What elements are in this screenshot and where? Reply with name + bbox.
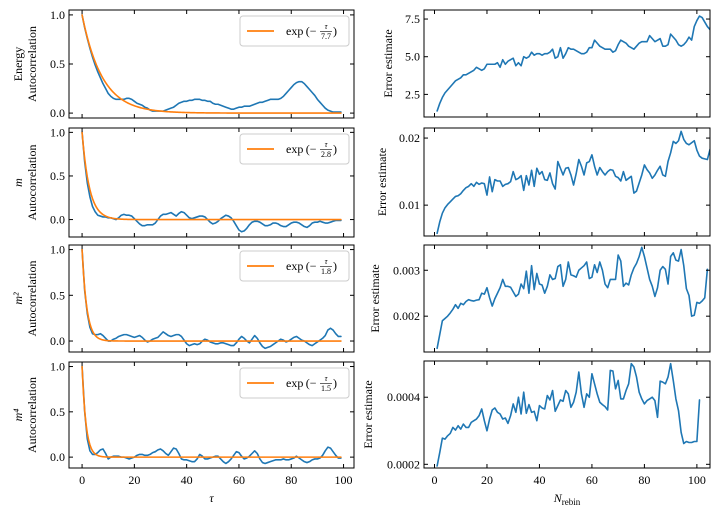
x-axis-label-subscript: rebin xyxy=(562,497,581,507)
y-tick-label: 0.5 xyxy=(50,57,65,71)
y-axis-label: Autocorrelation xyxy=(25,261,39,337)
legend-label: exp (− xyxy=(286,142,317,156)
data-line xyxy=(81,248,342,350)
y-tick-label: 0.0002 xyxy=(387,457,420,471)
legend-close-paren: ) xyxy=(333,142,337,156)
panel-m-error: 0.01 0.02 Error estimate xyxy=(375,127,711,237)
fit-line xyxy=(81,131,342,221)
y-tick-label: 0.002 xyxy=(393,309,420,323)
legend-frac-num: τ xyxy=(325,22,329,31)
y-tick-label: 7.5 xyxy=(405,12,420,26)
axes-frame xyxy=(423,244,711,353)
y-axis-label-top: m² xyxy=(11,292,25,305)
legend-label: exp (− xyxy=(286,376,317,390)
legend-frac-den: 1.8 xyxy=(321,267,331,276)
legend-close-paren: ) xyxy=(333,24,337,38)
y-tick-label: 2.5 xyxy=(405,87,420,101)
y-tick-label: 0.5 xyxy=(50,405,65,419)
x-tick-label: 60 xyxy=(233,473,245,487)
y-axis-label: Autocorrelation xyxy=(25,26,39,102)
legend: exp (− τ1.5) xyxy=(239,367,350,399)
legend-close-paren: ) xyxy=(333,376,337,390)
x-tick-label: 0 xyxy=(79,473,85,487)
panel-energy-autocorr: 0.0 0.5 1.0 Energy Autocorrelation exp (− τ7.7… xyxy=(11,8,355,120)
axes-frame xyxy=(68,361,355,469)
x-tick-label: 80 xyxy=(285,473,297,487)
y-axis-label-top: m xyxy=(11,178,25,187)
y-axis-label: Error estimate xyxy=(361,380,375,448)
y-tick-label: 0.0 xyxy=(50,450,65,464)
y-axis-label: Autocorrelation xyxy=(25,377,39,453)
legend-box xyxy=(239,15,350,47)
axes-frame xyxy=(423,127,711,237)
x-tick-label: 80 xyxy=(638,473,650,487)
y-tick-label: 0.003 xyxy=(393,263,420,277)
x-tick-label: 0 xyxy=(431,473,437,487)
axes-frame xyxy=(68,244,355,353)
y-tick-label: 0.5 xyxy=(50,169,65,183)
legend-frac-den: 2.8 xyxy=(321,150,331,159)
panel-m-autocorr: 0.0 0.5 1.0 m Autocorrelation exp (− τ2.8) xyxy=(11,125,355,238)
legend-frac-den: 1.5 xyxy=(321,384,331,393)
axes-frame xyxy=(423,9,711,118)
x-axis-label: τ xyxy=(209,491,214,505)
y-axis-label-top: Energy xyxy=(11,47,25,81)
x-tick-label: 100 xyxy=(688,473,706,487)
data-line xyxy=(436,362,701,467)
legend-frac-den: 7.7 xyxy=(321,32,331,41)
legend-label: exp (− xyxy=(286,24,317,38)
data-line xyxy=(436,130,710,235)
y-tick-label: 1.0 xyxy=(50,243,65,257)
legend-frac-num: τ xyxy=(325,140,329,149)
y-tick-label: 0.01 xyxy=(399,198,420,212)
data-line xyxy=(436,246,709,350)
y-tick-label: 1.0 xyxy=(50,125,65,139)
panel-m2-error: 0.002 0.003 Error estimate xyxy=(368,244,711,353)
y-axis-label: Autocorrelation xyxy=(25,145,39,221)
y-axis-label: Error estimate xyxy=(375,148,389,216)
y-tick-label: 1.0 xyxy=(50,8,65,22)
y-tick-label: 5.0 xyxy=(405,50,420,64)
y-axis-label: Error estimate xyxy=(381,29,395,97)
fit-line xyxy=(81,248,342,342)
panel-m2-autocorr: 0.0 0.5 1.0 m² Autocorrelation exp (− τ1.8) xyxy=(11,243,355,353)
fit-line xyxy=(81,365,342,458)
axes-frame xyxy=(423,360,711,469)
x-tick-label: 20 xyxy=(481,473,493,487)
y-axis-label: Error estimate xyxy=(368,264,382,332)
y-tick-label: 0.5 xyxy=(50,288,65,302)
fit-line xyxy=(81,14,342,114)
y-axis-label-top: m⁴ xyxy=(11,409,25,422)
x-tick-label: 60 xyxy=(586,473,598,487)
legend: exp (− τ2.8) xyxy=(239,133,350,165)
x-tick-label: 40 xyxy=(181,473,193,487)
x-tick-label: 20 xyxy=(128,473,140,487)
legend-frac-num: τ xyxy=(325,257,329,266)
legend: exp (− τ7.7) xyxy=(239,15,350,47)
y-tick-label: 1.0 xyxy=(50,360,65,374)
y-tick-label: 0.0 xyxy=(50,106,65,120)
legend-frac-num: τ xyxy=(325,374,329,383)
y-tick-label: 0.0 xyxy=(50,213,65,227)
data-line xyxy=(81,14,342,113)
axes-frame xyxy=(68,127,355,238)
panel-energy-error: 2.5 5.0 7.5 Error estimate xyxy=(381,9,711,118)
legend-close-paren: ) xyxy=(333,259,337,273)
x-axis-label: Nrebin xyxy=(553,491,581,507)
y-tick-label: 0.02 xyxy=(399,131,420,145)
x-tick-label: 40 xyxy=(533,473,545,487)
legend-box xyxy=(239,250,350,282)
y-tick-label: 0.0004 xyxy=(387,390,420,404)
data-line xyxy=(81,131,342,233)
y-tick-label: 0.0 xyxy=(50,334,65,348)
legend-box xyxy=(239,133,350,165)
panel-m4-error: 0 20 40 60 80 100 0.0002 0.0004 Error estimate Nr… xyxy=(361,360,711,507)
data-line xyxy=(436,15,710,112)
legend-box xyxy=(239,367,350,399)
legend-label: exp (− xyxy=(286,259,317,273)
legend: exp (− τ1.8) xyxy=(239,250,350,282)
x-tick-label: 100 xyxy=(335,473,353,487)
